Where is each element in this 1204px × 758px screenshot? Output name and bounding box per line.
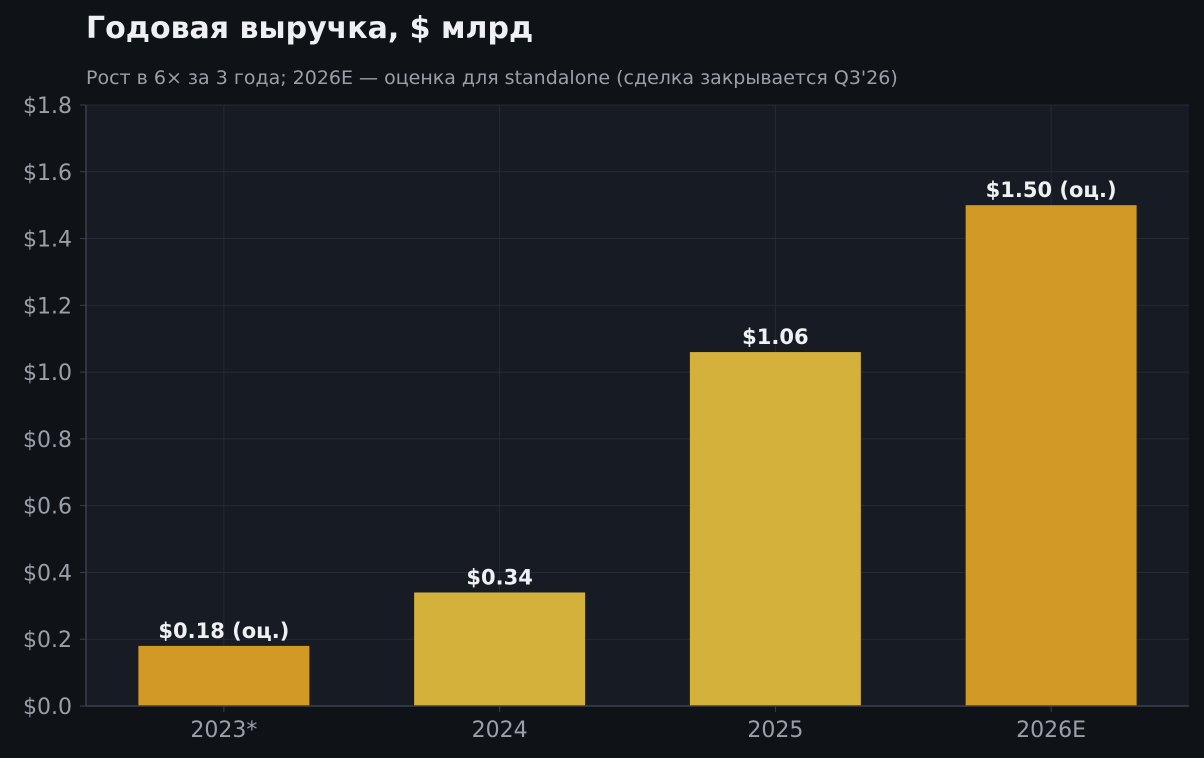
- y-tick-label: $0.0: [23, 695, 72, 720]
- data-label: $0.34: [466, 565, 532, 589]
- axes: [85, 105, 1189, 707]
- x-tick-label: 2026E: [1016, 718, 1086, 743]
- y-tick-label: $1.6: [23, 161, 72, 186]
- x-tick-label: 2023*: [190, 718, 257, 743]
- bars: [138, 205, 1137, 706]
- y-tick-label: $0.6: [23, 495, 72, 520]
- y-tick-label: $1.2: [23, 294, 72, 319]
- x-tick-label: 2025: [747, 718, 803, 743]
- x-tick-label: 2024: [472, 718, 528, 743]
- chart-title: Годовая выручка, $ млрд: [86, 11, 533, 46]
- y-tick-label: $0.8: [23, 428, 72, 453]
- chart-subtitle: Рост в 6× за 3 года; 2026E — оценка для …: [86, 67, 898, 89]
- bar-2023*: [138, 645, 310, 706]
- data-labels: $0.18 (оц.) $0.34 $1.06 $1.50 (оц.): [158, 178, 1116, 643]
- y-tick-label: $1.8: [23, 94, 72, 119]
- bar-2025: [689, 352, 861, 706]
- y-tick-label: $0.4: [23, 561, 72, 586]
- bar-2026E: [965, 205, 1137, 706]
- y-axis-ticks: $0.0 $0.2 $0.4 $0.6 $0.8 $1.0 $1.2 $1.4 $1.6 $1.8: [23, 94, 86, 720]
- x-axis-ticks: 2023* 2024 2025 2026E: [190, 706, 1086, 743]
- grid-lines: [86, 104, 1189, 707]
- y-tick-label: $0.2: [23, 628, 72, 653]
- bar-2024: [414, 592, 586, 706]
- y-tick-label: $1.0: [23, 361, 72, 386]
- y-tick-label: $1.4: [23, 228, 72, 253]
- data-label: $0.18 (оц.): [158, 619, 289, 643]
- data-label: $1.50 (оц.): [986, 178, 1117, 202]
- data-label: $1.06: [742, 325, 808, 349]
